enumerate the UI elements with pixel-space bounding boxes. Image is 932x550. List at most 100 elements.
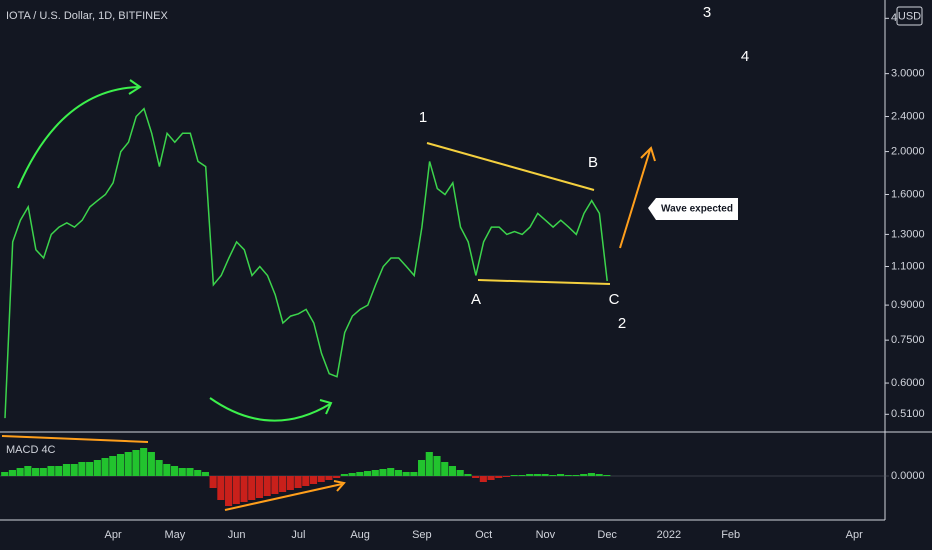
macd-bar	[124, 452, 132, 476]
divergence-line	[224, 483, 343, 511]
macd-bar	[333, 476, 341, 478]
wave-label: 1	[419, 109, 427, 126]
x-tick-label: Oct	[475, 529, 492, 541]
macd-bar	[433, 456, 441, 476]
macd-bar	[425, 452, 433, 476]
macd-bar	[194, 470, 202, 476]
macd-bar	[16, 468, 24, 476]
x-tick-label: May	[164, 529, 185, 541]
arrow-head	[640, 146, 656, 162]
macd-bar	[317, 476, 325, 482]
macd-bar	[549, 475, 557, 476]
macd-bar	[418, 460, 426, 476]
macd-bar	[39, 468, 47, 476]
macd-bar	[86, 462, 94, 476]
trend-arrow	[619, 149, 651, 249]
macd-bar	[502, 476, 511, 477]
callout-box	[648, 198, 738, 220]
macd-bar	[387, 468, 395, 476]
x-tick-label: Nov	[536, 529, 556, 541]
macd-bar	[572, 475, 580, 476]
y-tick-label: 0.5100	[891, 408, 925, 420]
wave-label: B	[588, 154, 598, 171]
y-tick-label: 2.0000	[891, 145, 925, 157]
y-tick-label: 4	[891, 12, 897, 24]
macd-bar	[209, 476, 217, 488]
currency-label: USD	[898, 10, 921, 22]
macd-bar	[510, 475, 518, 476]
macd-bar	[533, 474, 541, 476]
currency-badge	[896, 6, 923, 26]
x-tick-label: Apr	[846, 529, 863, 541]
macd-bar	[225, 476, 233, 506]
macd-bar	[402, 472, 410, 476]
x-tick-label: 2022	[657, 529, 681, 541]
macd-bar	[495, 476, 503, 478]
callout-text: Wave expected	[661, 204, 733, 215]
macd-bar	[472, 476, 480, 478]
macd-bar	[217, 476, 225, 500]
macd-bar	[163, 464, 171, 476]
chart-title: IOTA / U.S. Dollar, 1D, BITFINEX	[6, 10, 168, 22]
macd-bar	[109, 456, 117, 476]
macd-bar	[580, 474, 588, 476]
y-tick-label: 0.6000	[891, 377, 925, 389]
macd-bar	[248, 476, 256, 500]
macd-bar	[263, 476, 271, 496]
x-tick-label: Jul	[291, 529, 305, 541]
macd-bar	[47, 466, 55, 476]
macd-bar	[178, 468, 186, 476]
macd-bar	[62, 464, 71, 476]
macd-bar	[526, 474, 534, 476]
macd-bar	[356, 472, 364, 476]
macd-bar	[325, 476, 333, 480]
wave-label: A	[471, 291, 481, 308]
wave-label: 4	[741, 48, 749, 65]
macd-bar	[1, 472, 9, 476]
macd-bar	[24, 466, 32, 476]
macd-bar	[587, 473, 595, 476]
macd-bar	[541, 474, 549, 476]
x-tick-label: Sep	[412, 529, 432, 541]
macd-bar	[348, 473, 356, 476]
macd-bar	[240, 476, 248, 502]
x-tick-label: Jun	[228, 529, 246, 541]
trend-line	[477, 279, 611, 285]
macd-bar	[116, 454, 125, 476]
trend-arrow	[209, 397, 331, 422]
macd-bar	[456, 470, 464, 476]
macd-bar	[78, 462, 86, 476]
macd-bar	[379, 469, 387, 476]
macd-bar	[294, 476, 302, 488]
macd-bar	[286, 476, 294, 490]
y-tick-label: 1.3000	[891, 228, 925, 240]
y-tick-label: 3.0000	[891, 68, 925, 80]
macd-bar	[155, 460, 163, 476]
macd-bar	[464, 474, 472, 476]
macd-bar	[564, 475, 572, 476]
macd-bar	[147, 452, 155, 476]
macd-bar	[518, 475, 526, 476]
macd-bar	[340, 474, 348, 476]
wave-label: 2	[618, 315, 626, 332]
trend-arrow	[17, 86, 139, 189]
arrow-head	[319, 399, 333, 415]
trend-line	[426, 142, 595, 191]
y-tick-label: 0.7500	[891, 334, 925, 346]
macd-bar	[132, 450, 140, 476]
y-tick-label: 2.4000	[891, 110, 925, 122]
macd-bar	[371, 470, 379, 476]
y-tick-label: 1.6000	[891, 188, 925, 200]
price-line	[4, 107, 608, 419]
arrow-head	[128, 79, 142, 95]
macd-bar	[410, 472, 418, 476]
macd-bar	[70, 464, 78, 476]
arrow-head	[333, 480, 346, 492]
divergence-line	[1, 435, 149, 443]
macd-bar	[302, 476, 310, 486]
macd-bar	[101, 458, 109, 476]
x-tick-label: Dec	[597, 529, 617, 541]
x-tick-label: Aug	[350, 529, 370, 541]
